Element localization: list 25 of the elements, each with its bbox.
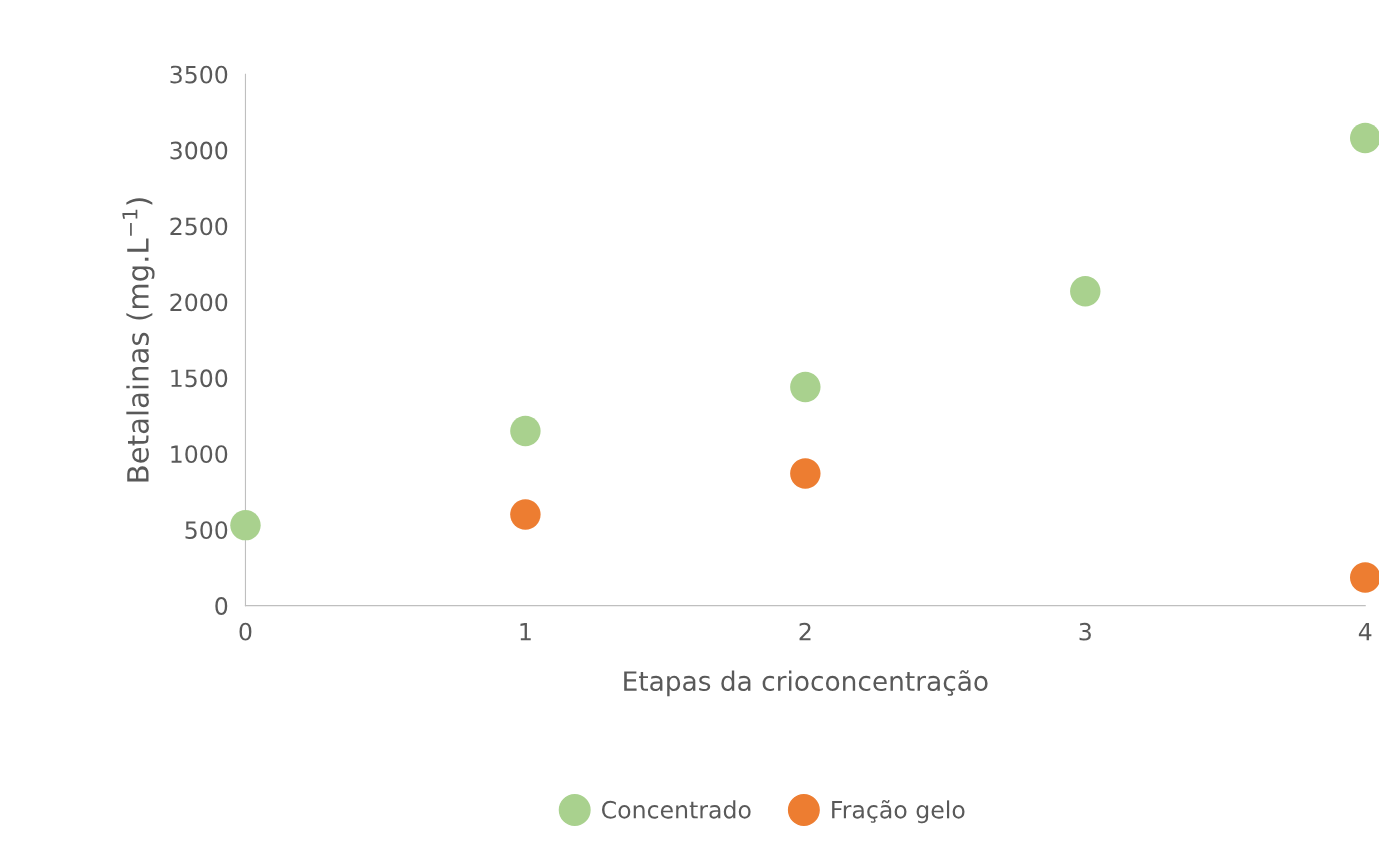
legend-label: Fração gelo xyxy=(832,799,965,824)
x-tick-label: 3 xyxy=(1079,622,1091,641)
y-tick-label: 1500 xyxy=(171,369,228,388)
y-tick-label: 3500 xyxy=(170,65,228,84)
x-tick-label: 0 xyxy=(239,622,252,641)
y-tick-label: 0 xyxy=(215,597,228,615)
legend-label: Concentrado xyxy=(602,800,751,819)
y-tick-label: 500 xyxy=(185,521,228,540)
point xyxy=(1350,122,1379,154)
point xyxy=(510,499,541,530)
point xyxy=(1070,276,1101,307)
x-tick-label: 1 xyxy=(520,623,531,641)
point xyxy=(1350,562,1379,593)
point xyxy=(790,458,821,489)
y-tick-label: 1000 xyxy=(171,445,228,464)
point xyxy=(230,509,261,541)
x-tick-label: 2 xyxy=(799,622,811,641)
x-tick-label: 4 xyxy=(1358,623,1372,641)
x-axis-title: Etapas da crioconcentração xyxy=(624,670,988,697)
y-axis-title: Betalainas (mg.L$^{−1}$) xyxy=(122,198,155,482)
y-tick-label: 3000 xyxy=(170,141,228,160)
point xyxy=(790,371,821,403)
y-tick-label: 2500 xyxy=(170,217,228,236)
y-tick-label: 2000 xyxy=(170,293,228,312)
point xyxy=(510,415,541,447)
